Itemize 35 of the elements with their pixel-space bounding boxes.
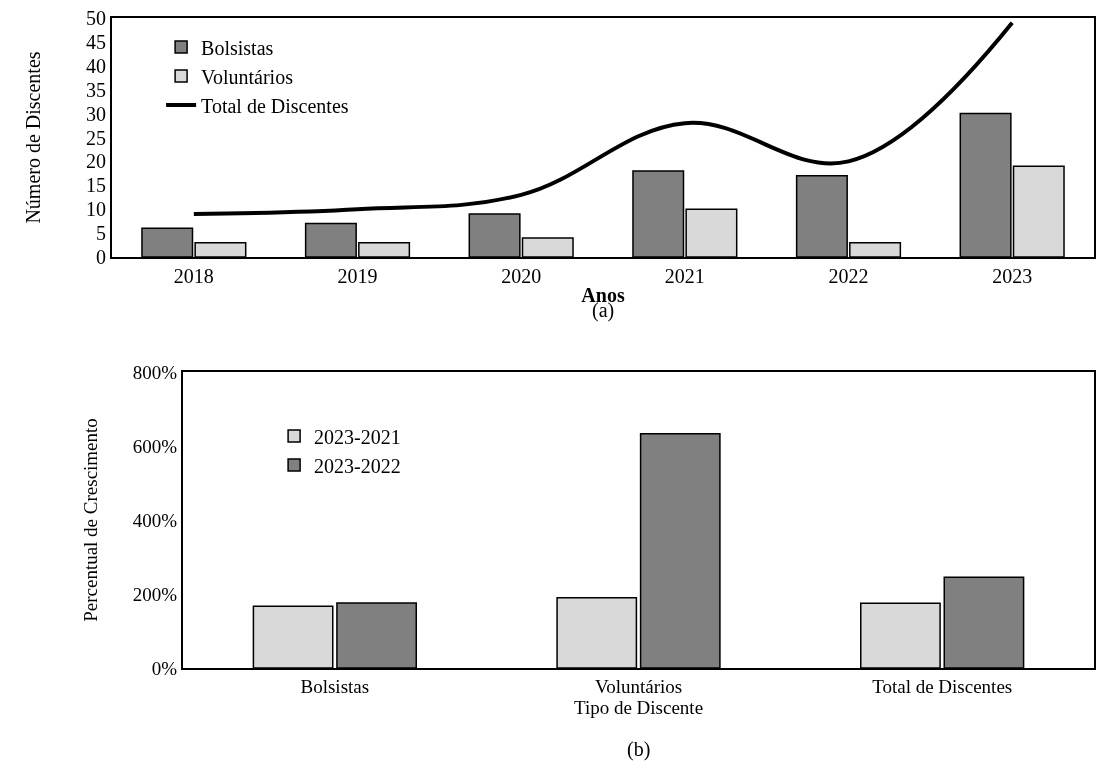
y-tick-label: 50 [86,7,106,29]
y-tick-label: 800% [132,361,178,383]
legend-label: Bolsistas [201,36,274,59]
x-tick-label: Bolsistas [300,675,370,697]
y-tick-label: 25 [86,126,106,149]
x-axis-title: Tipo de Discente [573,696,704,718]
x-tick-label: 2019 [337,265,378,287]
y-tick-label: 35 [86,78,106,101]
legend-label: Total de Discentes [201,94,349,117]
y-tick-label: 5 [96,222,106,245]
x-tick-label: Total de Discentes [872,675,1013,697]
y-tick-label: 200% [132,583,178,605]
y-tick-label: 15 [86,174,106,197]
legend-label: Voluntários [201,65,294,88]
legend-label: 2023-2021 [314,425,401,448]
x-tick-label: 2018 [173,265,214,287]
y-tick-label: 10 [86,198,106,221]
x-tick-label: 2022 [828,265,869,287]
y-tick-label: 30 [86,102,106,125]
x-tick-label: 2023 [992,265,1033,287]
y-tick-label: 0% [151,657,178,679]
y-tick-label: 600% [132,435,178,457]
y-tick-label: 40 [86,54,106,77]
y-tick-label: 400% [132,509,178,531]
y-tick-label: 20 [86,150,106,173]
text: (b) [627,738,651,761]
y-tick-label: 0 [96,246,106,268]
legend-label: 2023-2022 [314,454,401,477]
x-tick-label: 2021 [664,265,705,287]
line-series [191,20,1015,216]
x-tick-label: 2020 [501,265,542,287]
y-axis-title: Percentual de Crescimento [80,418,102,622]
x-tick-label: Voluntários [594,675,683,697]
y-axis-title: Número de Discentes [22,51,44,224]
y-tick-label: 45 [86,30,106,53]
